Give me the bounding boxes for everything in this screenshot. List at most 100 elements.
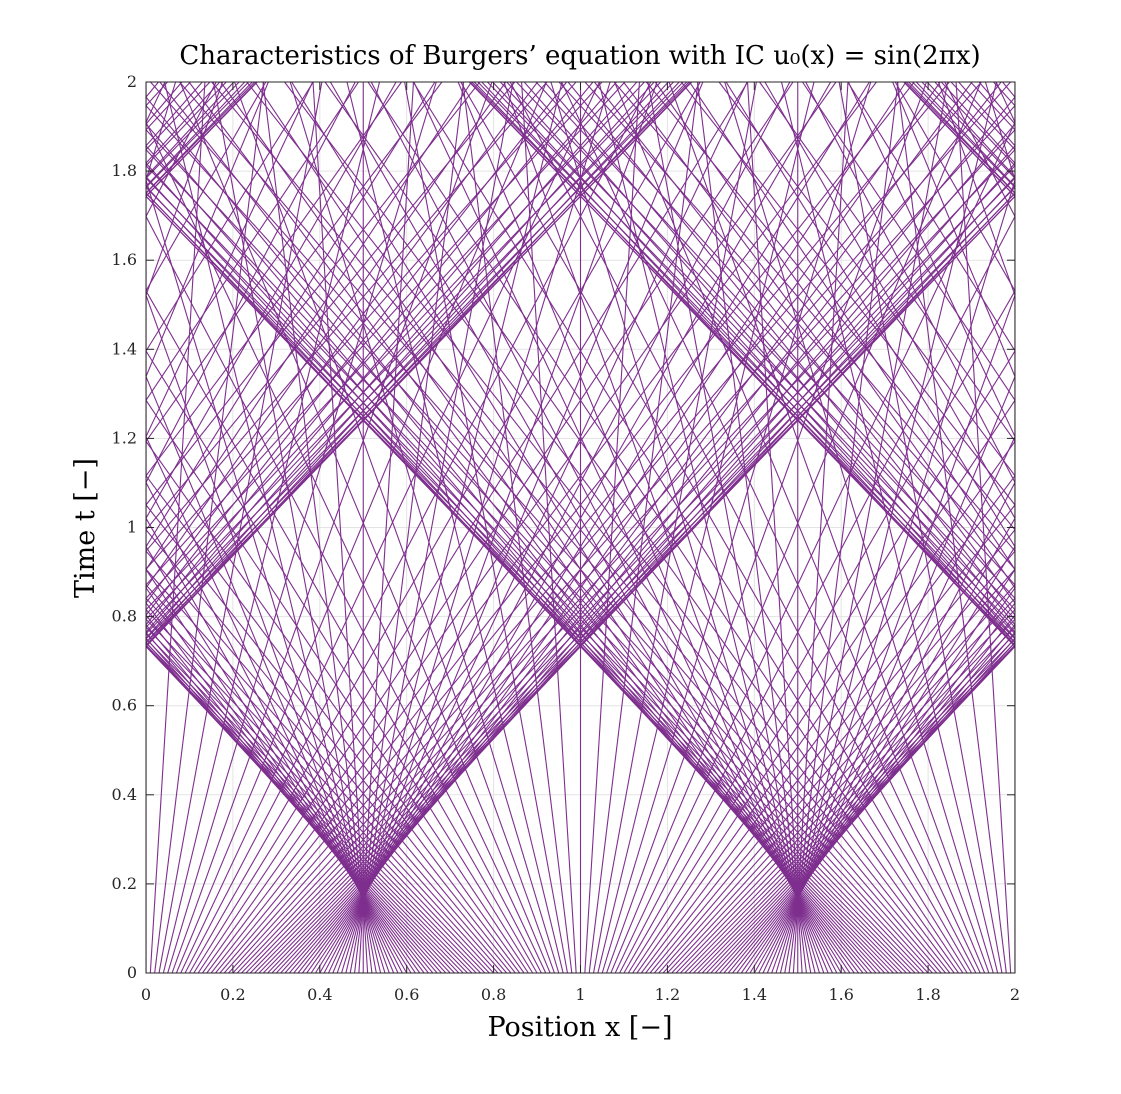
characteristic-line [146, 177, 916, 973]
characteristic-line [312, 82, 369, 973]
characteristic-line [215, 82, 950, 973]
characteristic-line [234, 82, 555, 973]
characteristic-line [167, 82, 437, 973]
y-tick-label: 0.2 [112, 874, 137, 893]
characteristic-line [146, 645, 460, 973]
characteristic-line [146, 641, 447, 973]
characteristic-line [764, 82, 1015, 520]
characteristic-line [561, 82, 981, 973]
y-tick-label: 2 [127, 72, 137, 91]
characteristic-line [146, 528, 512, 973]
characteristic-line [627, 349, 1015, 973]
characteristic-line [146, 399, 529, 973]
characteristic-line [613, 82, 1015, 552]
characteristic-line [146, 626, 481, 973]
characteristic-line [324, 82, 959, 973]
characteristic-line [146, 82, 314, 438]
characteristic-line [598, 82, 816, 973]
characteristic-line [370, 82, 838, 973]
characteristic-line [477, 82, 1015, 635]
characteristic-line [558, 82, 1015, 586]
y-tick-label: 0 [127, 963, 137, 982]
characteristic-line [146, 644, 464, 973]
characteristic-line [367, 82, 964, 973]
characteristic-line [792, 82, 849, 973]
x-tick-label: 1 [575, 985, 585, 1004]
characteristic-line [404, 82, 569, 973]
characteristic-line [146, 186, 912, 973]
characteristic-line [188, 82, 701, 973]
characteristic-line [146, 104, 933, 973]
characteristic-line [759, 82, 1015, 443]
y-tick-label: 0.8 [112, 607, 137, 626]
characteristic-line [746, 82, 803, 973]
characteristic-line [894, 82, 1015, 292]
characteristic-line [775, 178, 1015, 973]
characteristic-line [649, 528, 1015, 973]
characteristic-line [606, 82, 927, 973]
characteristic-line [758, 481, 1015, 973]
characteristic-line [202, 82, 837, 973]
characteristic-line [619, 215, 1015, 973]
characteristic-line [319, 82, 832, 973]
characteristic-line [146, 608, 490, 973]
characteristic-line [150, 82, 938, 973]
characteristic-line [336, 82, 658, 973]
characteristic-line [146, 82, 645, 611]
characteristic-line [146, 164, 920, 973]
characteristic-line [146, 481, 403, 973]
characteristic-line [601, 82, 872, 973]
characteristic-line [1002, 82, 1015, 98]
characteristic-line [593, 82, 1015, 616]
characteristic-line [805, 82, 1015, 484]
characteristic-line [847, 82, 1015, 438]
chart-title: Characteristics of Burgers’ equation wit… [179, 41, 980, 71]
characteristic-line [632, 399, 1015, 973]
characteristic-line [412, 82, 968, 973]
characteristic-line [146, 129, 929, 973]
characteristic-line [146, 82, 680, 648]
characteristic-line [146, 568, 503, 973]
x-tick-label: 1.8 [915, 985, 940, 1004]
characteristic-line [413, 82, 834, 973]
characteristic-line [653, 550, 1015, 973]
characteristic-line [724, 82, 994, 973]
characteristic-line [345, 82, 563, 973]
characteristic-line [146, 618, 486, 973]
characteristic-line [146, 641, 468, 973]
characteristic-line [535, 82, 1015, 600]
characteristic-line [184, 82, 652, 973]
characteristic-line [802, 82, 1015, 402]
characteristic-line [499, 82, 1015, 621]
characteristic-line [146, 644, 451, 973]
x-tick-label: 1.2 [655, 985, 680, 1004]
characteristic-line [146, 82, 688, 648]
characteristic-line [771, 293, 1015, 973]
characteristic-line [146, 82, 402, 443]
characteristic-line [146, 82, 594, 626]
x-tick-label: 2 [1010, 985, 1020, 1004]
characteristic-line [310, 82, 907, 973]
characteristic-line [146, 550, 508, 973]
characteristic-line [171, 82, 493, 973]
y-axis-label: Time t [−] [70, 458, 101, 598]
y-tick-label: 1.2 [112, 428, 137, 447]
characteristic-line [162, 82, 381, 973]
characteristic-line [175, 82, 547, 973]
characteristic-line [146, 82, 662, 621]
characteristic-line [471, 82, 1015, 640]
characteristic-line [358, 82, 415, 973]
characteristic-line [146, 82, 577, 571]
characteristic-line [892, 82, 1015, 379]
characteristic-line [523, 82, 1015, 640]
characteristic-line [597, 82, 815, 973]
characteristic-line [838, 82, 1003, 973]
characteristic-line [179, 82, 942, 973]
characteristic-line [509, 82, 977, 973]
characteristic-line [146, 82, 617, 634]
characteristic-line [146, 82, 669, 646]
characteristic-line [780, 82, 999, 973]
characteristic-line [462, 82, 573, 973]
characteristic-line [847, 82, 1015, 353]
characteristic-line [727, 623, 1015, 973]
